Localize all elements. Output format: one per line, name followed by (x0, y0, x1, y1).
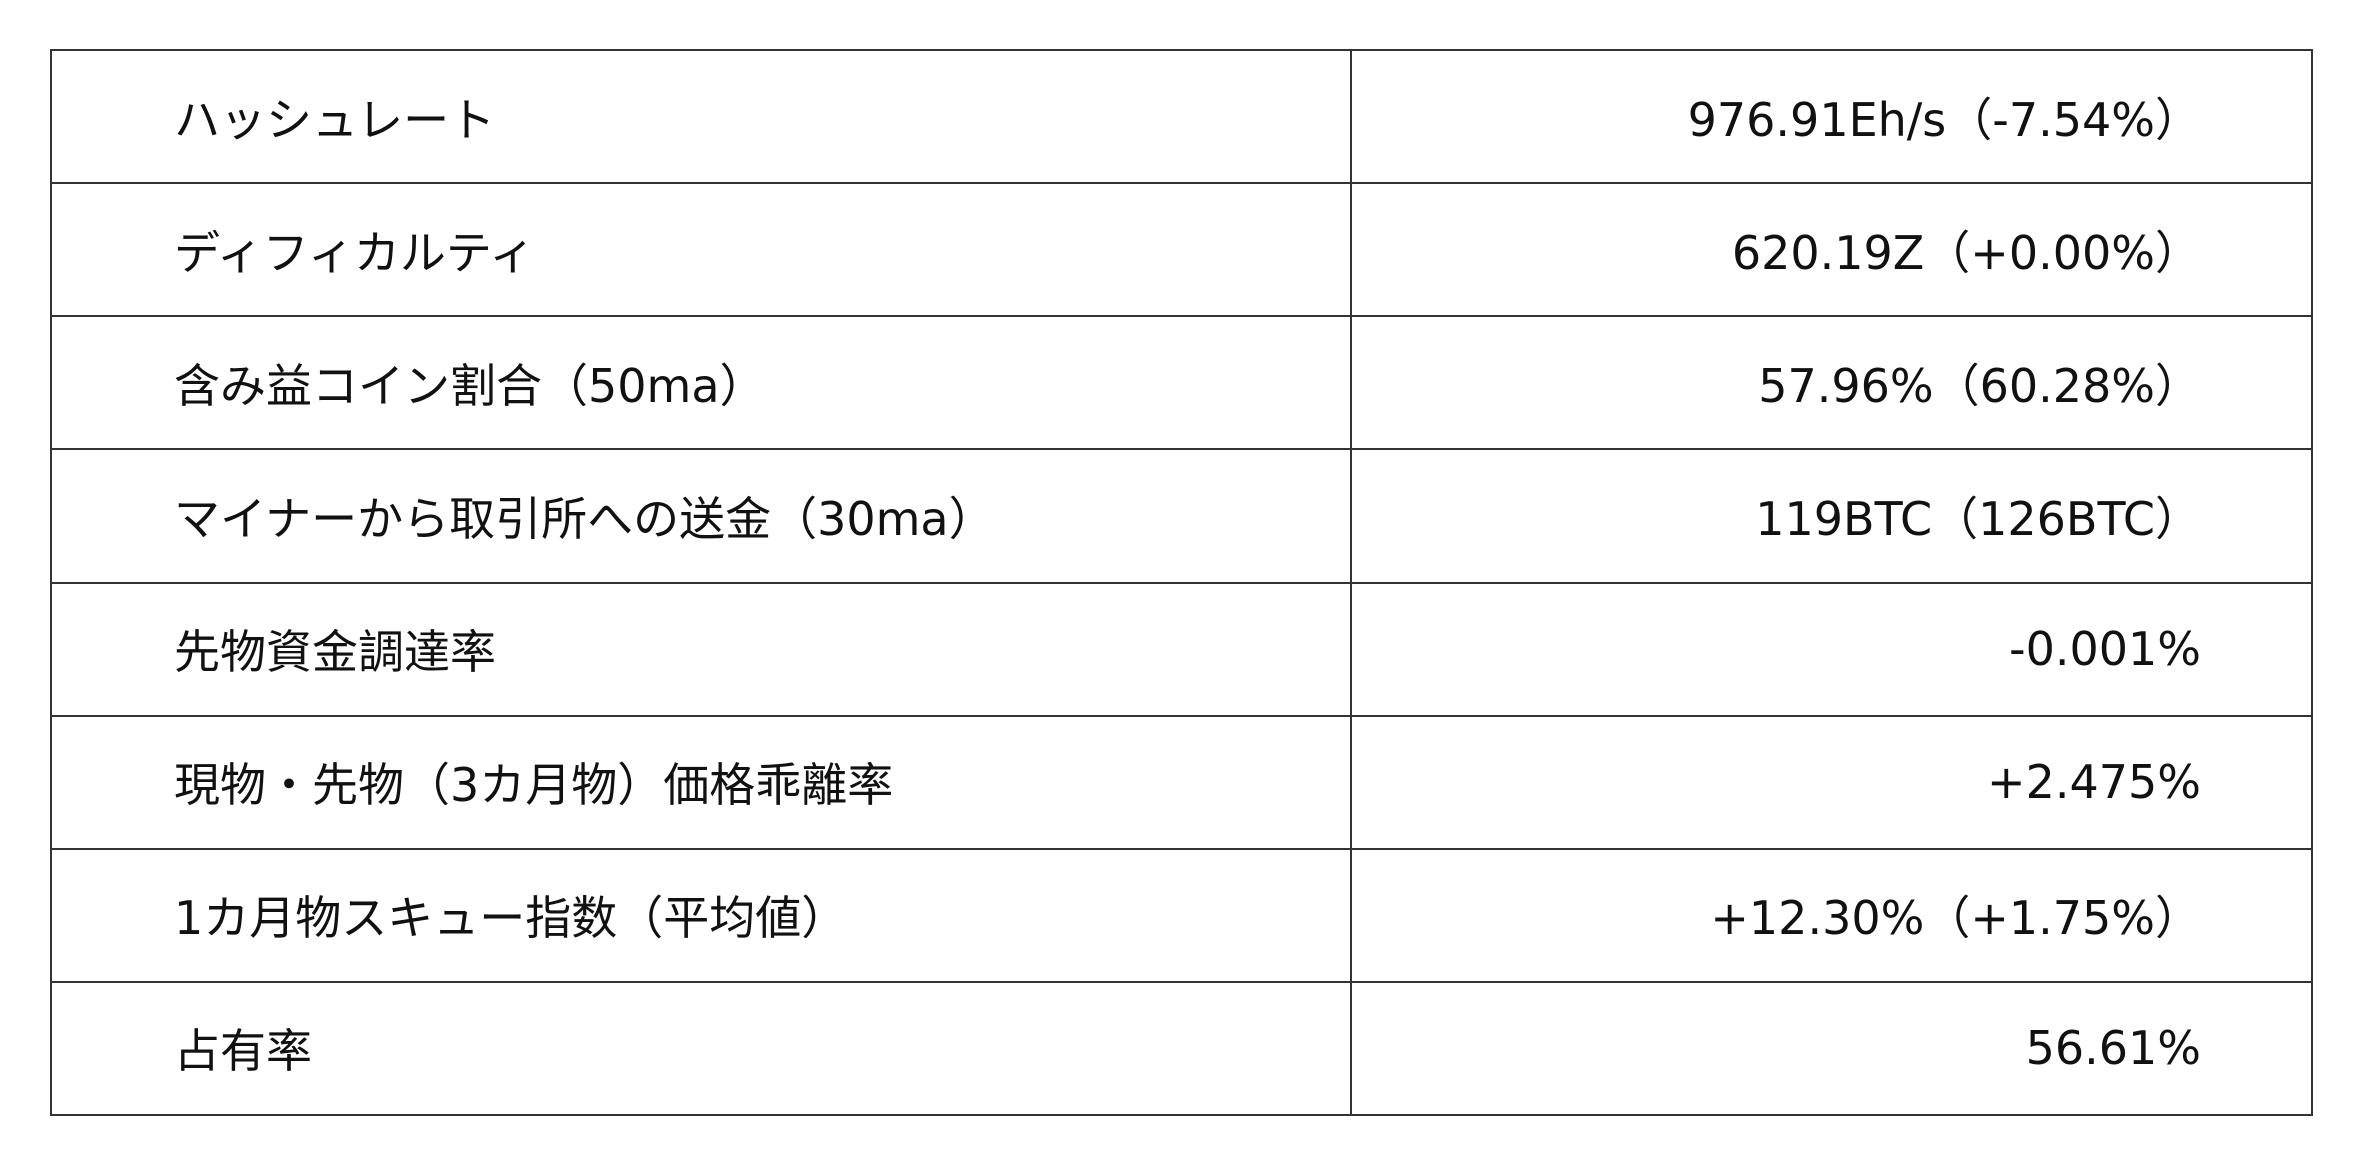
metric-label: ディフィカルティ (50, 182, 1352, 318)
metric-value: 57.96%（60.28%） (1350, 315, 2313, 451)
metric-label: マイナーから取引所への送金（30ma） (50, 448, 1352, 584)
metric-value: -0.001% (1350, 581, 2313, 717)
table-row: 含み益コイン割合（50ma） 57.96%（60.28%） (50, 315, 2313, 451)
table-row: 占有率 56.61% (50, 980, 2313, 1117)
metric-label: ハッシュレート (50, 48, 1352, 185)
table-row: マイナーから取引所への送金（30ma） 119BTC（126BTC） (50, 448, 2313, 584)
table-row: 先物資金調達率 -0.001% (50, 581, 2313, 717)
metrics-table: ハッシュレート 976.91Eh/s（-7.54%） ディフィカルティ 620.19… (50, 48, 2313, 1117)
table-row: 現物・先物（3カ月物）価格乖離率 +2.475% (50, 714, 2313, 850)
metric-value: 56.61% (1350, 980, 2313, 1117)
metric-label: 先物資金調達率 (50, 581, 1352, 717)
metric-value: +2.475% (1350, 714, 2313, 850)
metric-value: +12.30%（+1.75%） (1350, 847, 2313, 983)
metric-label: 占有率 (50, 980, 1352, 1117)
metric-value: 119BTC（126BTC） (1350, 448, 2313, 584)
metric-value: 976.91Eh/s（-7.54%） (1350, 48, 2313, 185)
table-row: ディフィカルティ 620.19Z（+0.00%） (50, 182, 2313, 318)
table-row: 1カ月物スキュー指数（平均値） +12.30%（+1.75%） (50, 847, 2313, 983)
metric-label: 1カ月物スキュー指数（平均値） (50, 847, 1352, 983)
table-row: ハッシュレート 976.91Eh/s（-7.54%） (50, 48, 2313, 185)
metric-value: 620.19Z（+0.00%） (1350, 182, 2313, 318)
metric-label: 現物・先物（3カ月物）価格乖離率 (50, 714, 1352, 850)
metric-label: 含み益コイン割合（50ma） (50, 315, 1352, 451)
